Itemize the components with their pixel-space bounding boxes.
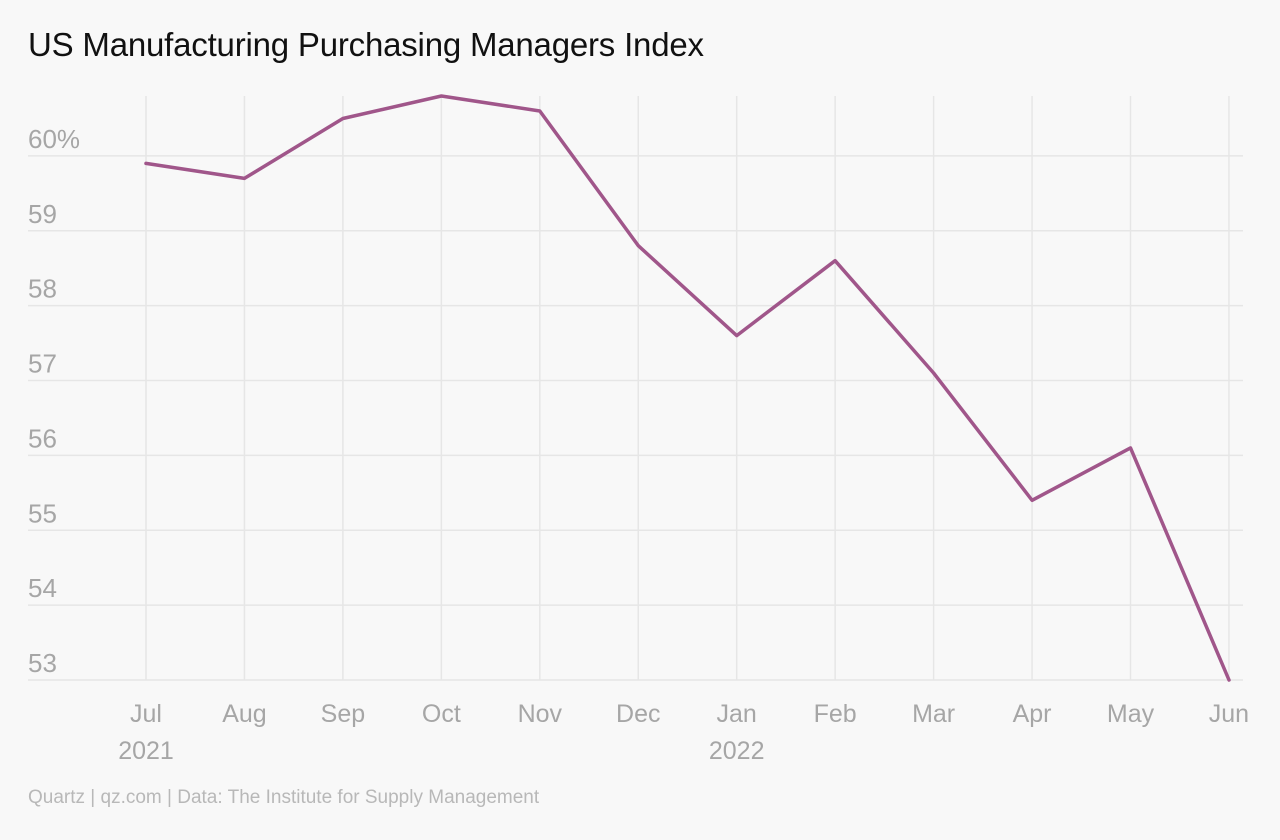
series-layer xyxy=(144,94,1231,682)
x-tick-label: Jun xyxy=(1209,700,1249,728)
data-point xyxy=(636,244,640,248)
x-tick-label: Jan xyxy=(717,700,757,728)
y-tick-label: 55 xyxy=(28,498,57,528)
data-point xyxy=(1227,678,1231,682)
x-tick-label: Dec xyxy=(616,700,660,728)
data-point xyxy=(538,109,542,113)
x-tick-label: Aug xyxy=(222,700,266,728)
y-tick-label: 57 xyxy=(28,349,57,379)
data-point xyxy=(242,176,246,180)
y-tick-label: 58 xyxy=(28,274,57,304)
data-point xyxy=(1030,498,1034,502)
x-tick-label: May xyxy=(1107,700,1155,728)
source-credit: Quartz | qz.com | Data: The Institute fo… xyxy=(28,787,540,808)
x-tick-label: Sep xyxy=(321,700,365,728)
data-point xyxy=(144,161,148,165)
x-year-label: 2022 xyxy=(709,737,765,765)
x-tick-label: Oct xyxy=(422,700,461,728)
y-tick-label: 54 xyxy=(28,573,57,603)
data-point xyxy=(735,334,739,338)
data-point xyxy=(833,259,837,263)
data-point xyxy=(932,371,936,375)
data-point xyxy=(1129,446,1133,450)
x-axis-tick-labels: Jul Aug Sep Oct Nov Dec Jan Feb Mar Apr May Jun 2021… xyxy=(118,700,1249,765)
y-tick-label: 56 xyxy=(28,423,57,453)
x-tick-label: Feb xyxy=(814,700,857,728)
x-tick-label: Apr xyxy=(1013,700,1052,728)
x-tick-label: Mar xyxy=(912,700,955,728)
series-line xyxy=(144,94,1231,682)
x-year-label: 2021 xyxy=(118,737,174,765)
x-tick-label: Nov xyxy=(518,700,563,728)
y-tick-label: 60% xyxy=(28,124,80,154)
y-tick-label: 59 xyxy=(28,199,57,229)
x-tick-label: Jul xyxy=(130,700,162,728)
grid-layer xyxy=(28,96,1243,681)
y-axis-tick-labels: 53 54 55 56 57 58 59 60% xyxy=(28,124,80,678)
chart-title: US Manufacturing Purchasing Managers Ind… xyxy=(28,26,704,63)
data-point xyxy=(341,116,345,120)
data-point xyxy=(439,94,443,98)
y-tick-label: 53 xyxy=(28,648,57,678)
